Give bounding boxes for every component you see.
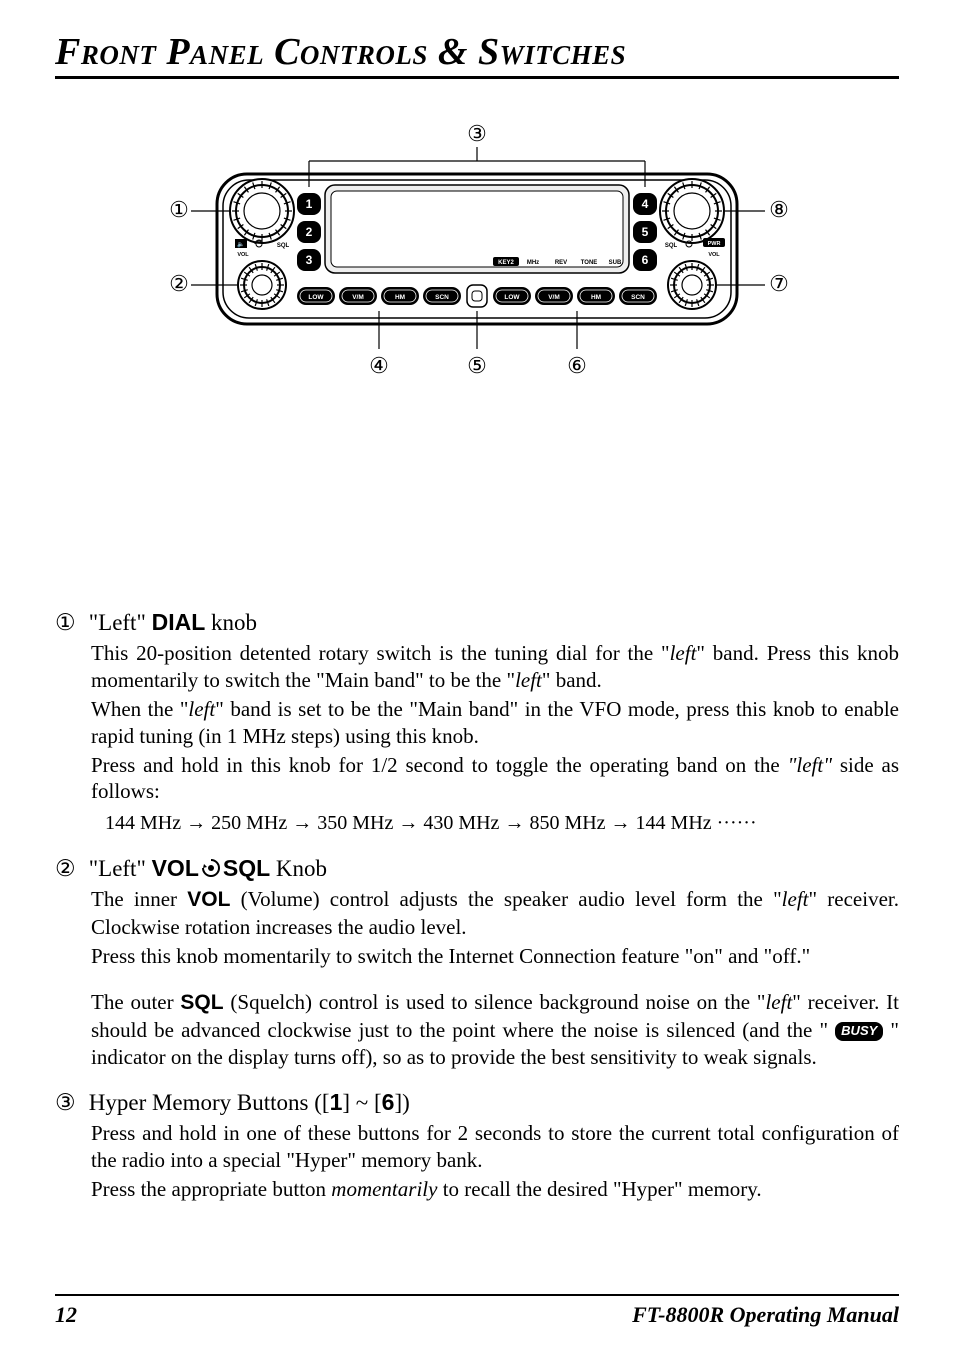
svg-text:REV: REV xyxy=(555,260,567,266)
section-1: ① "Left" DIAL knob This 20-position deten… xyxy=(55,609,899,837)
svg-text:3: 3 xyxy=(306,253,313,267)
svg-text:⑧: ⑧ xyxy=(769,197,789,222)
svg-text:VOL: VOL xyxy=(708,252,720,258)
svg-text:V/M: V/M xyxy=(548,294,560,301)
section-heading: ① "Left" DIAL knob xyxy=(55,609,899,636)
svg-text:6: 6 xyxy=(642,253,649,267)
paragraph: Press this knob momentarily to switch th… xyxy=(91,943,899,970)
svg-text:LOW: LOW xyxy=(504,294,520,301)
page-footer: 12 FT-8800R Operating Manual xyxy=(55,1294,899,1328)
svg-text:🔈: 🔈 xyxy=(237,241,244,248)
page-title: Front Panel Controls & Switches xyxy=(55,30,899,79)
svg-text:4: 4 xyxy=(642,197,649,211)
section-body: This 20-position detented rotary switch … xyxy=(55,640,899,837)
svg-text:SCN: SCN xyxy=(631,294,645,301)
manual-name: FT-8800R Operating Manual xyxy=(632,1302,899,1328)
svg-text:KEY2: KEY2 xyxy=(498,260,514,266)
paragraph: The inner VOL (Volume) control adjusts t… xyxy=(91,886,899,941)
paragraph: The outer SQL (Squelch) control is used … xyxy=(91,989,899,1071)
svg-text:②: ② xyxy=(169,271,189,296)
frequency-sequence: 144 MHz → 250 MHz → 350 MHz → 430 MHz → … xyxy=(91,811,899,837)
svg-text:TONE: TONE xyxy=(581,260,598,266)
svg-text:④: ④ xyxy=(369,353,389,378)
section-heading: ② "Left" VOLSQL Knob xyxy=(55,855,899,882)
section-body: The inner VOL (Volume) control adjusts t… xyxy=(55,886,899,1071)
section-3: ③ Hyper Memory Buttons ([1] ~ [6]) Press … xyxy=(55,1089,899,1203)
svg-text:HM: HM xyxy=(395,294,405,301)
svg-text:PWR: PWR xyxy=(708,241,721,247)
paragraph: Press and hold in one of these buttons f… xyxy=(91,1120,899,1174)
svg-text:SQL: SQL xyxy=(277,243,290,249)
paragraph: Press and hold in this knob for 1/2 seco… xyxy=(91,752,899,806)
svg-text:①: ① xyxy=(169,197,189,222)
section-2: ② "Left" VOLSQL Knob The inner VOL (Volum… xyxy=(55,855,899,1071)
paragraph: Press the appropriate button momentarily… xyxy=(91,1176,899,1203)
svg-text:MHz: MHz xyxy=(527,260,539,266)
svg-text:VOL: VOL xyxy=(237,252,249,258)
svg-text:2: 2 xyxy=(306,225,313,239)
page-number: 12 xyxy=(55,1302,77,1328)
svg-text:⑥: ⑥ xyxy=(567,353,587,378)
section-body: Press and hold in one of these buttons f… xyxy=(55,1120,899,1203)
svg-text:1: 1 xyxy=(306,197,313,211)
svg-text:SUB: SUB xyxy=(609,260,622,266)
svg-text:③: ③ xyxy=(467,121,487,146)
svg-text:LOW: LOW xyxy=(308,294,324,301)
svg-text:SCN: SCN xyxy=(435,294,449,301)
svg-text:5: 5 xyxy=(642,225,649,239)
section-heading: ③ Hyper Memory Buttons ([1] ~ [6]) xyxy=(55,1089,899,1116)
svg-text:V/M: V/M xyxy=(352,294,364,301)
paragraph: When the "left" band is set to be the "M… xyxy=(91,696,899,750)
svg-text:⑤: ⑤ xyxy=(467,353,487,378)
svg-text:⑦: ⑦ xyxy=(769,271,789,296)
svg-text:SQL: SQL xyxy=(665,243,678,249)
paragraph: This 20-position detented rotary switch … xyxy=(91,640,899,694)
svg-text:HM: HM xyxy=(591,294,601,301)
front-panel-diagram: KEY2 MHz REV TONE SUB 🔈 VOL SQL SQL PWR VOL 1 2 3 4 5 6 L… xyxy=(55,119,899,409)
